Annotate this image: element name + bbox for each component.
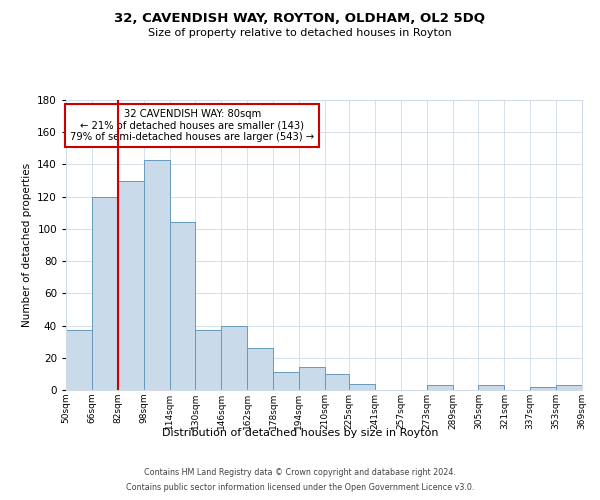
Bar [170,222,196,390]
Text: Distribution of detached houses by size in Royton: Distribution of detached houses by size … [162,428,438,438]
Bar [118,180,143,390]
Bar [478,385,505,390]
Text: Contains HM Land Registry data © Crown copyright and database right 2024.: Contains HM Land Registry data © Crown c… [144,468,456,477]
Bar [92,196,118,390]
Text: Size of property relative to detached houses in Royton: Size of property relative to detached ho… [148,28,452,38]
Bar [530,387,556,390]
Text: 32 CAVENDISH WAY: 80sqm
← 21% of detached houses are smaller (143)
79% of semi-d: 32 CAVENDISH WAY: 80sqm ← 21% of detache… [70,108,314,142]
Bar [196,330,221,390]
Bar [221,326,247,390]
Bar [299,368,325,390]
Bar [427,385,452,390]
Text: Contains public sector information licensed under the Open Government Licence v3: Contains public sector information licen… [126,483,474,492]
Bar [66,330,92,390]
Bar [556,385,582,390]
Bar [273,372,299,390]
Text: 32, CAVENDISH WAY, ROYTON, OLDHAM, OL2 5DQ: 32, CAVENDISH WAY, ROYTON, OLDHAM, OL2 5… [115,12,485,26]
Bar [325,374,349,390]
Bar [349,384,375,390]
Bar [247,348,273,390]
Y-axis label: Number of detached properties: Number of detached properties [22,163,32,327]
Bar [143,160,170,390]
